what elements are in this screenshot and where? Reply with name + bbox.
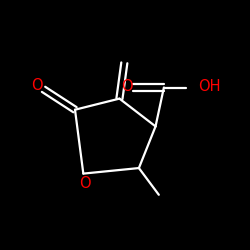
Text: O: O <box>79 176 90 191</box>
Text: OH: OH <box>198 78 221 94</box>
Text: O: O <box>122 78 133 94</box>
Text: O: O <box>32 78 43 93</box>
